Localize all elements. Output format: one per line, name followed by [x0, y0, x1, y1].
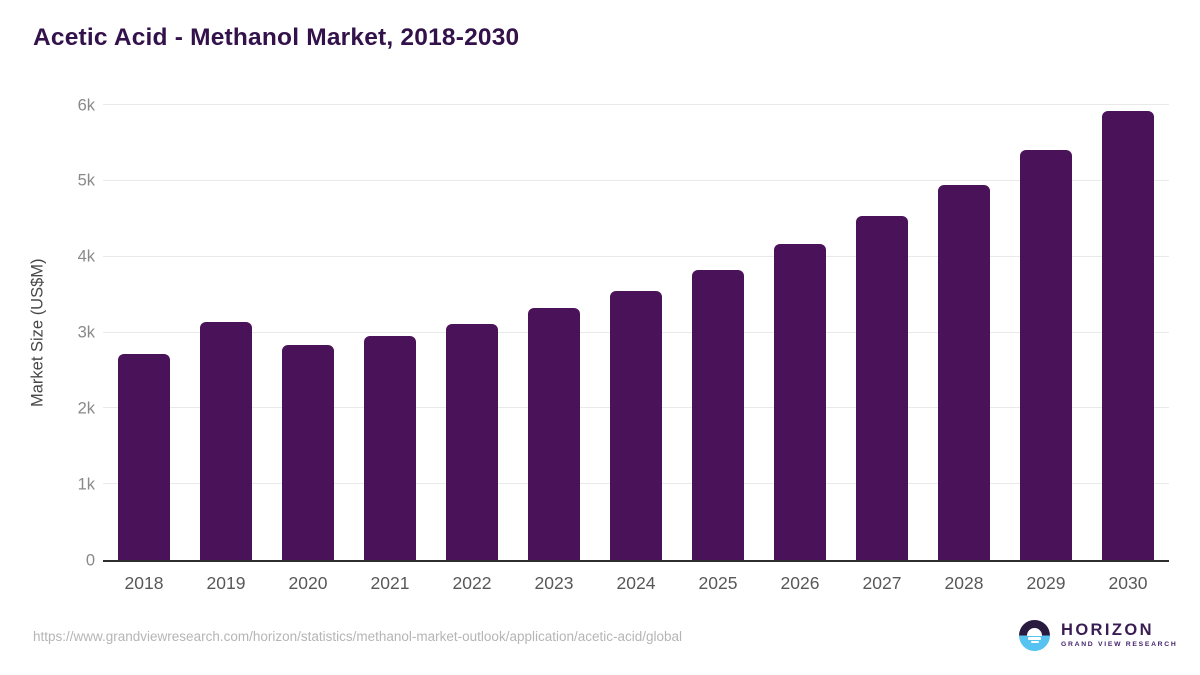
y-axis-tick-labels: 0 1k 2k 3k 4k 5k 6k [52, 97, 95, 568]
bar-2027[interactable] [856, 215, 908, 560]
logo-text: HORIZON GRAND VIEW RESEARCH [1061, 622, 1178, 648]
bar-slot-2029 [1005, 149, 1087, 560]
x-tick-label-2027: 2027 [862, 573, 902, 593]
bar-2021[interactable] [364, 336, 416, 560]
x-tick-label-2029: 2029 [1026, 573, 1066, 593]
y-tick-label-1k: 1k [77, 474, 95, 493]
y-tick-label-6k: 6k [77, 95, 95, 114]
bar-2020[interactable] [282, 345, 334, 560]
bar-slot-2019 [185, 321, 267, 560]
x-tick-label-2022: 2022 [452, 573, 492, 593]
horizon-logo: HORIZON GRAND VIEW RESEARCH [1019, 620, 1178, 651]
x-tick-label-2023: 2023 [534, 573, 574, 593]
x-tick-label-2028: 2028 [944, 573, 984, 593]
bar-slot-2028 [923, 184, 1005, 560]
y-tick-label-4k: 4k [77, 247, 95, 266]
y-tick-label-3k: 3k [77, 323, 95, 342]
gridline-6k [103, 104, 1169, 105]
bar-2028[interactable] [938, 184, 990, 560]
bar-series [103, 105, 1169, 560]
logo-subtitle: GRAND VIEW RESEARCH [1061, 640, 1178, 648]
gridline-5k [103, 179, 1169, 181]
y-tick-label-5k: 5k [77, 171, 95, 190]
plot-area [103, 104, 1169, 562]
bar-slot-2023 [513, 308, 595, 560]
bar-slot-2024 [595, 290, 677, 560]
bar-2029[interactable] [1020, 149, 1072, 560]
bar-slot-2027 [841, 215, 923, 560]
bar-2022[interactable] [446, 324, 498, 560]
sun-reflection-line [1030, 641, 1039, 644]
bar-slot-2018 [103, 353, 185, 560]
x-tick-label-2021: 2021 [370, 573, 410, 593]
sun-shape [1027, 627, 1042, 636]
bar-2018[interactable] [118, 353, 170, 560]
x-tick-label-2020: 2020 [288, 573, 328, 593]
y-tick-label-0: 0 [85, 550, 95, 569]
x-tick-label-2025: 2025 [698, 573, 738, 593]
bar-2026[interactable] [774, 243, 826, 560]
y-tick-label-2k: 2k [77, 399, 95, 418]
horizon-sun-icon [1019, 620, 1050, 651]
bar-slot-2030 [1087, 111, 1169, 560]
x-tick-label-2030: 2030 [1108, 573, 1148, 593]
bar-slot-2021 [349, 336, 431, 560]
bar-slot-2025 [677, 269, 759, 560]
page-title: Acetic Acid - Methanol Market, 2018-2030 [33, 24, 520, 51]
logo-name: HORIZON [1061, 621, 1154, 640]
x-tick-label-2019: 2019 [206, 573, 246, 593]
bar-slot-2020 [267, 345, 349, 560]
x-tick-label-2018: 2018 [124, 573, 164, 593]
y-axis-title: Market Size (US$M) [28, 258, 47, 407]
bar-2025[interactable] [692, 269, 744, 560]
x-axis-tick-labels: 2018 2019 2020 2021 2022 2023 2024 2025 2026 2027… [103, 573, 1169, 594]
bar-2019[interactable] [200, 321, 252, 560]
bar-2023[interactable] [528, 308, 580, 560]
bar-slot-2022 [431, 324, 513, 560]
x-tick-label-2024: 2024 [616, 573, 656, 593]
bar-2024[interactable] [610, 290, 662, 560]
gridline-4k [103, 255, 1169, 257]
x-tick-label-2026: 2026 [780, 573, 820, 593]
sun-reflection-line [1028, 637, 1041, 640]
source-url: https://www.grandviewresearch.com/horizo… [33, 629, 683, 644]
bar-2030[interactable] [1102, 111, 1154, 560]
bar-slot-2026 [759, 243, 841, 560]
